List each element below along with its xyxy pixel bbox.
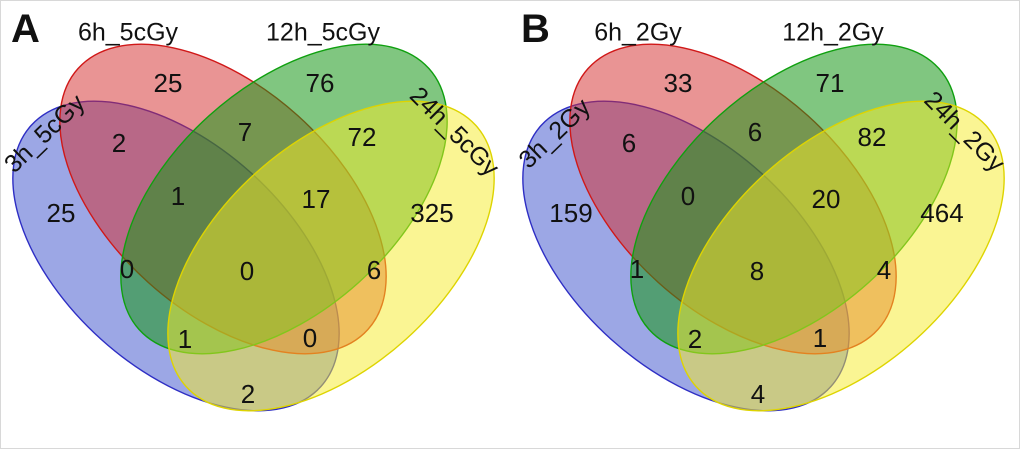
count-6h-12h: 7: [237, 117, 253, 147]
count-3h-12h: 1: [629, 254, 645, 284]
venn-ellipse-24h: [677, 100, 1005, 412]
count-24h-only: 325: [410, 198, 454, 228]
count-3h-6h: 2: [111, 128, 127, 158]
count-24h-only: 464: [920, 198, 964, 228]
count-3h-only: 159: [549, 198, 593, 228]
count-6h-24h: 6: [366, 255, 382, 285]
count-3h-24h: 4: [750, 379, 766, 409]
count-3h-12h: 0: [119, 254, 135, 284]
count-12h-24h: 72: [347, 122, 377, 152]
count-3h-12h-24h: 2: [687, 324, 703, 354]
count-6h-only: 25: [153, 68, 183, 98]
count-6h-only: 33: [663, 68, 693, 98]
count-6h-24h: 4: [876, 255, 892, 285]
set-label-12h: 12h_5cGy: [266, 18, 380, 47]
venn-ellipse-24h: [167, 100, 495, 412]
count-3h-6h-12h-24h: 8: [749, 256, 765, 286]
set-label-12h: 12h_2Gy: [782, 18, 884, 47]
count-3h-24h: 2: [240, 379, 256, 409]
count-3h-6h-12h: 0: [680, 181, 696, 211]
set-label-6h: 6h_2Gy: [594, 18, 682, 47]
count-12h-24h: 82: [857, 122, 887, 152]
count-3h-6h-12h-24h: 0: [239, 256, 255, 286]
panel-a: A 3h_5cGy 6h_5cGy 12h_5cGy 24h_5cGy 25 2…: [1, 1, 511, 448]
panel-letter: B: [521, 7, 550, 51]
set-label-6h: 6h_5cGy: [77, 18, 179, 47]
count-12h-only: 71: [815, 68, 845, 98]
count-6h-12h-24h: 20: [811, 184, 841, 214]
venn-canvas-a: [12, 43, 495, 412]
count-3h-12h-24h: 1: [177, 324, 193, 354]
venn-canvas-b: [522, 43, 1005, 412]
count-6h-12h-24h: 17: [301, 184, 331, 214]
count-3h-6h: 6: [621, 128, 637, 158]
count-12h-only: 76: [305, 68, 335, 98]
panel-letter: A: [11, 7, 40, 51]
count-6h-12h: 6: [747, 117, 763, 147]
count-3h-6h-12h: 1: [170, 181, 186, 211]
panel-b: B 3h_2Gy 6h_2Gy 12h_2Gy 24h_2Gy 159 33 7…: [511, 1, 1019, 448]
count-3h-6h-24h: 1: [812, 323, 828, 353]
count-3h-6h-24h: 0: [302, 323, 318, 353]
count-3h-only: 25: [46, 198, 76, 228]
